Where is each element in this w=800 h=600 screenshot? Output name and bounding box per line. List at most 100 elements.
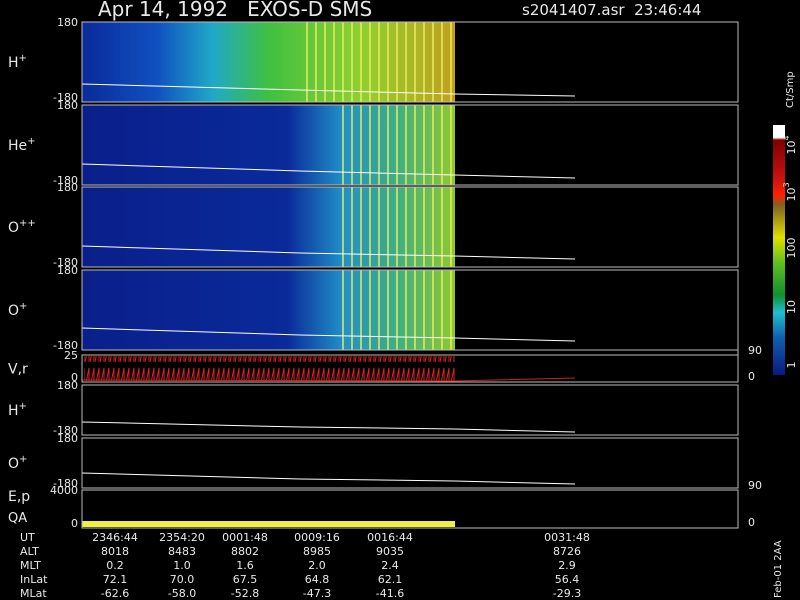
table-cell: 0031:48 [544,531,590,544]
panel-label: H+ [8,401,27,419]
panel-label: H+ [8,53,27,71]
table-cell: 70.0 [170,573,195,586]
trace-line [81,245,576,260]
trace-line [81,421,576,433]
table-cell: -47.3 [303,587,331,600]
table-cell: 8802 [231,545,259,558]
panel-frame [81,384,739,436]
table-cell: -52.8 [231,587,259,600]
table-cell: -41.6 [376,587,404,600]
table-cell: 56.4 [555,573,580,586]
panel-frame [81,21,739,103]
panel-label-base: H [8,55,19,71]
panel-label: O+ [8,454,27,472]
table-cell: -29.3 [553,587,581,600]
table-cell: 8483 [168,545,196,558]
panel-label-base: V,r [8,362,28,378]
y2-tick-label: 0 [748,516,755,529]
table-cell: 1.0 [173,559,191,572]
qa-bar [82,521,455,527]
y2-tick-label: 90 [748,479,762,492]
y-tick-label: -180 [53,339,78,352]
table-cell: 2.0 [308,559,326,572]
colorbar-label-sup: 4 [782,135,791,140]
y-tick-label: 180 [57,16,78,29]
table-cell: 64.8 [305,573,330,586]
panel-label-sup: ++ [19,218,36,229]
y-tick-label: 180 [57,181,78,194]
panel-frame [81,104,739,186]
spectrograms [82,22,455,527]
y2-tick-label: 0 [748,370,755,383]
plot-layer: H+180-180He+180-180O++180-180O+180-180V,… [8,16,798,600]
panel-frame [81,186,739,268]
panel-label: QA [8,511,27,526]
panel-label: O+ [8,301,27,319]
table-cell: 0009:16 [294,531,340,544]
panel-label: V,r [8,362,28,378]
panel-label-sup: + [19,301,27,312]
y-tick-label: 180 [57,379,78,392]
colorbar-label: 103 [782,182,798,201]
table-cell: 2354:20 [159,531,205,544]
panel-label-base: O [8,456,19,472]
row-header: UT [20,531,35,544]
spectrogram-stripes [300,22,455,102]
y-tick-label: 180 [57,99,78,112]
table-cell: 0016:44 [367,531,413,544]
table-cell: 62.1 [378,573,403,586]
colorbar-label: 10 [785,300,798,314]
panel-frame [81,489,739,529]
table-cell: 2.4 [381,559,399,572]
trace-line [81,327,576,342]
colorbar-label-base: 10 [785,188,798,202]
panel-label-base: O [8,220,19,236]
table-cell: 0.2 [106,559,124,572]
panel-label-base: O [8,303,19,319]
table-cell: 1.6 [236,559,254,572]
table-cell: 72.1 [103,573,128,586]
panel-label-sup: + [19,401,27,412]
trace-line [81,83,576,97]
table-cell: 8985 [303,545,331,558]
colorbar-label-base: 10 [785,300,798,314]
y-tick-label: 25 [64,349,78,362]
y-tick-label: -180 [53,256,78,269]
table-cell: -58.0 [168,587,196,600]
table-cell: 0001:48 [222,531,268,544]
y2-tick-label: 90 [748,344,762,357]
trace-line [81,472,576,485]
panel-label-sup: + [19,454,27,465]
panel-label-base: He [8,138,27,154]
y-tick-label: 180 [57,432,78,445]
row-header: MLT [20,559,41,572]
panel-frame [81,437,739,489]
panel-label-base: E,p [8,489,30,505]
colorbar-label: 1 [785,362,798,369]
y-tick-label: 0 [71,517,78,530]
panel-label-sup: + [27,136,35,147]
y-tick-label: 180 [57,264,78,277]
panel-label-base: H [8,403,19,419]
table-cell: 2346:44 [92,531,138,544]
colorbar-label-base: 1 [785,362,798,369]
spectrogram-stripes [340,105,455,185]
velocity-trace [84,356,455,381]
y-tick-label: -180 [53,424,78,437]
y-tick-label: -180 [53,477,78,490]
colorbar-label-base: 10 [785,141,798,155]
panel-label: E,p [8,489,30,505]
panel-label: O++ [8,218,36,236]
row-header: MLat [20,587,47,600]
trace-line [81,377,576,382]
y-tick-label: 4000 [50,484,78,497]
table-cell: 9035 [376,545,404,558]
colorbar-label-sup: 3 [782,182,791,187]
row-header: ALT [20,545,39,558]
y-tick-label: -180 [53,174,78,187]
table-cell: 67.5 [233,573,258,586]
footer-note: Feb-01 2AA [773,540,784,598]
table-cell: 2.9 [558,559,576,572]
panel-frame [81,354,739,383]
